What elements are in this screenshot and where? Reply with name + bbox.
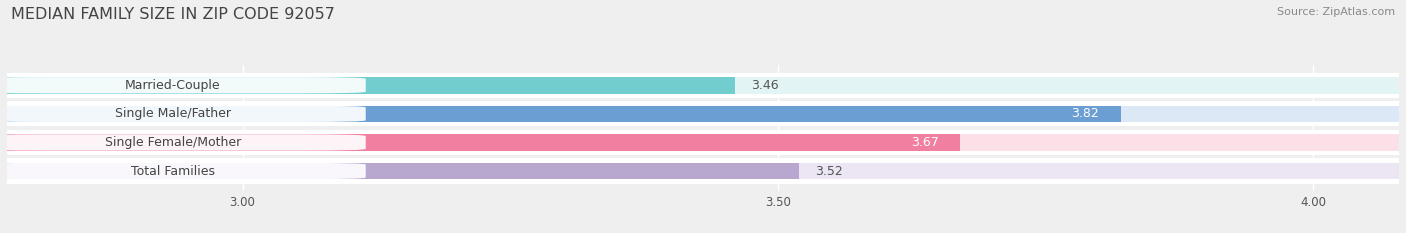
Text: Source: ZipAtlas.com: Source: ZipAtlas.com [1277,7,1395,17]
Bar [7,73,1399,98]
Text: 3.82: 3.82 [1071,107,1099,120]
Bar [7,134,960,151]
Bar [7,158,1399,184]
Text: Married-Couple: Married-Couple [125,79,221,92]
Bar [7,106,1399,122]
Bar [7,163,1399,179]
FancyBboxPatch shape [0,163,366,179]
Text: 3.52: 3.52 [815,164,844,178]
Text: Total Families: Total Families [131,164,215,178]
Bar [7,106,1121,122]
Bar [7,101,1399,127]
FancyBboxPatch shape [0,106,366,122]
Text: 3.67: 3.67 [911,136,939,149]
Bar [7,77,735,94]
Text: Single Male/Father: Single Male/Father [115,107,231,120]
Bar [7,163,800,179]
FancyBboxPatch shape [0,77,366,93]
Bar [7,77,1399,94]
FancyBboxPatch shape [0,134,366,151]
Bar [7,130,1399,155]
Bar [7,134,1399,151]
Text: 3.46: 3.46 [751,79,779,92]
Text: Single Female/Mother: Single Female/Mother [105,136,240,149]
Text: MEDIAN FAMILY SIZE IN ZIP CODE 92057: MEDIAN FAMILY SIZE IN ZIP CODE 92057 [11,7,335,22]
